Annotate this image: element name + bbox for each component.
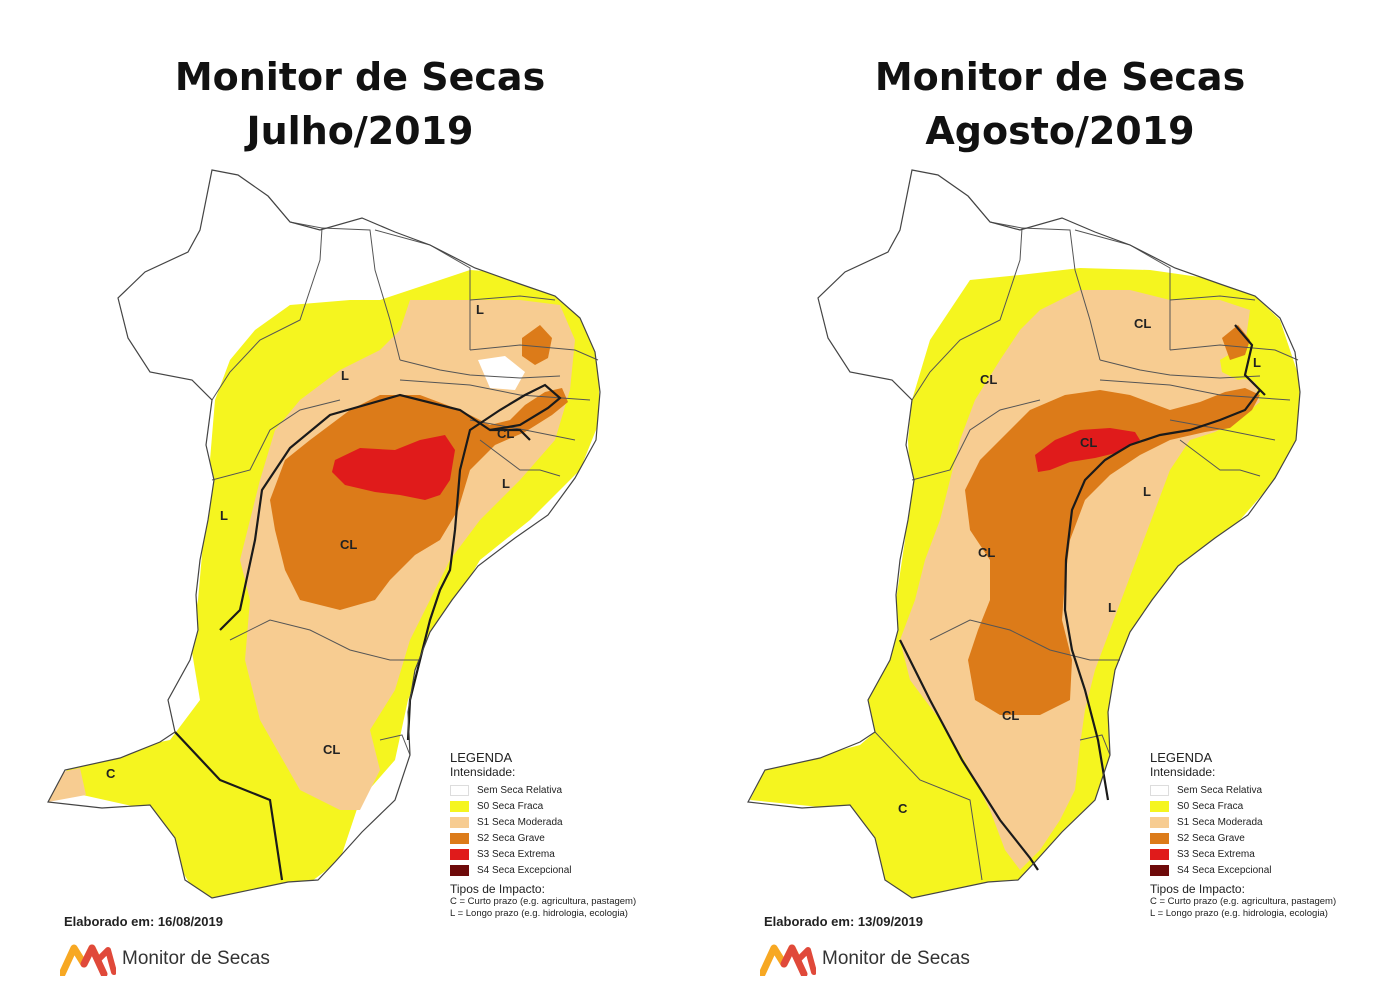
monitor-de-secas-logo-icon	[760, 944, 816, 976]
state-borders	[874, 195, 1299, 881]
legend-title: LEGENDA	[450, 750, 513, 765]
legend-swatch	[450, 864, 469, 876]
legend-label: S1 Seca Moderada	[1177, 816, 1263, 828]
legend-types-title: Tipos de Impacto:	[1150, 882, 1245, 896]
drought-map: CL CL L CL L CL L CL C	[747, 169, 1301, 899]
legend-label: S2 Seca Grave	[1177, 832, 1245, 844]
brand-name: Monitor de Secas	[822, 948, 970, 969]
legend-type-line: C = Curto prazo (e.g. agricultura, pasta…	[1150, 896, 1337, 907]
map-title-line2: Agosto/2019	[925, 109, 1195, 153]
s2-area	[270, 388, 568, 610]
impact-label: L	[220, 508, 228, 523]
impact-labels: L L CL L L CL CL C	[106, 302, 514, 781]
impact-label: CL	[1080, 435, 1097, 450]
legend-swatch	[450, 816, 469, 828]
brand-name: Monitor de Secas	[122, 948, 270, 969]
impact-label: CL	[497, 426, 514, 441]
legend-item: Sem Seca Relativa	[450, 782, 700, 798]
legend-subtitle: Intensidade:	[1150, 765, 1216, 779]
legend-label: S4 Seca Excepcional	[477, 864, 572, 876]
legend-item: S3 Seca Extrema	[450, 846, 700, 862]
impact-label: CL	[1134, 316, 1151, 331]
impact-label: CL	[978, 545, 995, 560]
legend-swatch	[1150, 848, 1169, 860]
s3-area	[332, 435, 455, 500]
legend-swatch	[1150, 864, 1169, 876]
legend-label: S2 Seca Grave	[477, 832, 545, 844]
legend-types-title: Tipos de Impacto:	[450, 882, 545, 896]
legend: LEGENDA Intensidade: Sem Seca Relativa S…	[450, 750, 700, 920]
map-title-line1: Monitor de Secas	[174, 55, 546, 99]
legend-type-line: L = Longo prazo (e.g. hidrologia, ecolog…	[1150, 908, 1328, 919]
impact-label: CL	[340, 537, 357, 552]
elaboration-date: Elaborado em: 16/08/2019	[64, 914, 223, 929]
legend-swatch	[450, 848, 469, 860]
legend-item: S3 Seca Extrema	[1150, 846, 1400, 862]
legend-label: S0 Seca Fraca	[477, 800, 544, 812]
impact-labels: CL CL L CL L CL L CL C	[898, 316, 1261, 816]
map-title-line2: Julho/2019	[246, 109, 474, 153]
legend-label: S1 Seca Moderada	[477, 816, 563, 828]
drought-map: L L CL L L CL CL C	[47, 169, 601, 899]
impact-boundaries	[174, 383, 562, 881]
impact-label: CL	[323, 742, 340, 757]
legend: LEGENDA Intensidade: Sem Seca Relativa S…	[1150, 750, 1400, 920]
map-title-line1: Monitor de Secas	[874, 55, 1246, 99]
impact-label: L	[1108, 600, 1116, 615]
map-panel-agosto: Monitor de Secas Agosto/2019	[700, 0, 1400, 1000]
s2-area	[522, 325, 552, 365]
legend-label: S3 Seca Extrema	[477, 848, 555, 860]
legend-label: Sem Seca Relativa	[1177, 784, 1263, 796]
map-panel-julho: Monitor de Secas Julho/2019	[47, 55, 700, 976]
legend-item: S0 Seca Fraca	[450, 798, 700, 814]
legend-item: S4 Seca Excepcional	[1150, 862, 1400, 878]
legend-item: S0 Seca Fraca	[1150, 798, 1400, 814]
s3-area	[1035, 428, 1140, 472]
legend-item: S2 Seca Grave	[450, 830, 700, 846]
legend-label: S0 Seca Fraca	[1177, 800, 1244, 812]
legend-swatch	[1150, 784, 1169, 796]
s1-area	[48, 768, 86, 802]
monitor-de-secas-logo-icon	[60, 944, 116, 976]
legend-swatch	[1150, 832, 1169, 844]
legend-item: S1 Seca Moderada	[1150, 814, 1400, 830]
legend-subtitle: Intensidade:	[450, 765, 516, 779]
impact-label: L	[341, 368, 349, 383]
legend-label: S3 Seca Extrema	[1177, 848, 1255, 860]
legend-label: S4 Seca Excepcional	[1177, 864, 1272, 876]
impact-label: L	[1143, 484, 1151, 499]
impact-label: L	[1253, 355, 1261, 370]
legend-item: S2 Seca Grave	[1150, 830, 1400, 846]
legend-item: S4 Seca Excepcional	[450, 862, 700, 878]
impact-boundaries	[899, 324, 1266, 871]
legend-swatch	[1150, 800, 1169, 812]
legend-swatch	[1150, 816, 1169, 828]
map-title: Monitor de Secas Agosto/2019	[700, 50, 1400, 158]
map-title: Monitor de Secas Julho/2019	[0, 50, 720, 158]
legend-title: LEGENDA	[1150, 750, 1213, 765]
legend-swatch	[450, 800, 469, 812]
legend-swatch	[450, 832, 469, 844]
brand-logo: Monitor de Secas	[760, 942, 970, 976]
legend-type-line: C = Curto prazo (e.g. agricultura, pasta…	[450, 896, 637, 907]
impact-label: C	[106, 766, 116, 781]
impact-label: CL	[1002, 708, 1019, 723]
legend-item: Sem Seca Relativa	[1150, 782, 1400, 798]
legend-type-line: L = Longo prazo (e.g. hidrologia, ecolog…	[450, 908, 628, 919]
impact-label: L	[502, 476, 510, 491]
impact-label: L	[476, 302, 484, 317]
legend-swatch	[450, 784, 469, 796]
brand-logo: Monitor de Secas	[60, 942, 270, 976]
impact-label: CL	[980, 372, 997, 387]
legend-label: Sem Seca Relativa	[477, 784, 563, 796]
elaboration-date: Elaborado em: 13/09/2019	[764, 914, 923, 929]
impact-label: C	[898, 801, 908, 816]
legend-item: S1 Seca Moderada	[450, 814, 700, 830]
